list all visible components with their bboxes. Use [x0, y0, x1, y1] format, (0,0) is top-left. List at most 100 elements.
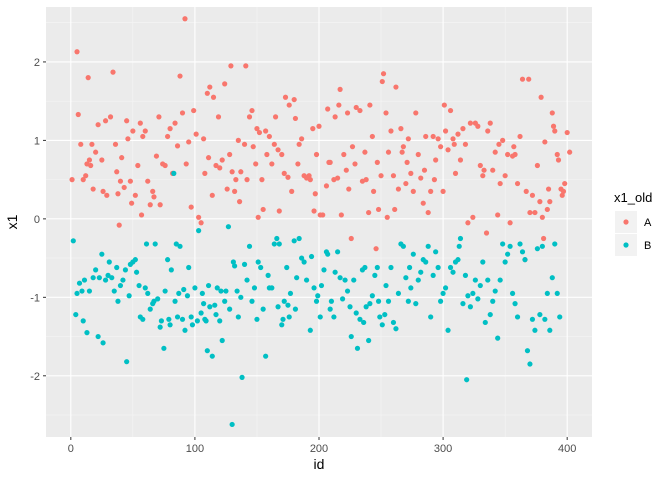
scatter-point-b	[117, 282, 124, 289]
scatter-point-a	[229, 169, 235, 175]
scatter-point-b	[514, 314, 521, 320]
scatter-point-b	[258, 264, 264, 271]
scatter-point-a	[209, 192, 215, 198]
scatter-point-b	[299, 255, 305, 261]
scatter-point-a	[279, 151, 285, 158]
scatter-point-a	[259, 177, 265, 183]
scatter-point-b	[342, 277, 348, 283]
scatter-point-b	[519, 249, 526, 255]
scatter-point-a	[233, 177, 239, 183]
scatter-point-a	[404, 159, 410, 165]
scatter-point-b	[194, 318, 200, 324]
scatter-point-b	[467, 304, 473, 310]
scatter-point-b	[244, 277, 250, 283]
scatter-point-a	[371, 188, 377, 194]
x-tick-label: 400	[558, 443, 576, 455]
scatter-point-b	[372, 272, 378, 278]
scatter-point-a	[497, 180, 503, 187]
scatter-point-a	[399, 149, 405, 155]
scatter-point-b	[275, 304, 281, 310]
data-points	[69, 16, 573, 428]
scatter-point-b	[332, 269, 338, 275]
scatter-point-b	[375, 298, 382, 304]
scatter-point-a	[125, 136, 131, 142]
scatter-point-a	[447, 107, 454, 114]
scatter-point-b	[388, 264, 394, 271]
scatter-point-b	[142, 285, 148, 291]
scatter-point-a	[75, 111, 81, 118]
scatter-point-a	[450, 136, 456, 142]
scatter-point-b	[136, 282, 142, 289]
scatter-point-a	[153, 153, 160, 159]
scatter-point-a	[95, 122, 101, 128]
scatter-point-a	[205, 155, 212, 161]
scatter-point-a	[567, 149, 573, 155]
scatter-point-a	[207, 84, 213, 90]
scatter-point-b	[204, 348, 210, 354]
scatter-point-b	[147, 306, 153, 312]
scatter-point-a	[147, 202, 153, 208]
scatter-point-a	[500, 137, 506, 143]
scatter-point-a	[312, 191, 318, 197]
scatter-point-a	[485, 128, 491, 134]
scatter-point-b	[126, 293, 132, 299]
scatter-point-b	[84, 330, 90, 336]
scatter-point-a	[271, 141, 277, 147]
scatter-point-a	[460, 126, 466, 132]
scatter-point-b	[292, 306, 299, 312]
scatter-point-a	[222, 81, 228, 87]
scatter-point-a	[121, 184, 127, 191]
scatter-point-b	[382, 311, 388, 318]
scatter-point-a	[555, 157, 562, 163]
scatter-point-b	[480, 259, 486, 265]
scatter-point-a	[119, 155, 125, 161]
scatter-point-b	[235, 314, 241, 320]
legend-label-b: B	[644, 240, 651, 252]
scatter-point-a	[232, 188, 238, 194]
scatter-point-a	[423, 133, 429, 140]
scatter-point-a	[107, 114, 114, 120]
scatter-point-a	[373, 246, 379, 252]
scatter-point-a	[174, 143, 181, 149]
scatter-point-b	[363, 304, 369, 310]
scatter-point-a	[390, 173, 397, 179]
scatter-point-b	[357, 316, 363, 322]
scatter-point-b	[182, 327, 188, 333]
scatter-point-b	[109, 275, 115, 281]
scatter-point-b	[418, 269, 424, 275]
scatter-point-b	[318, 282, 325, 289]
scatter-point-b	[219, 337, 225, 344]
scatter-point-a	[210, 94, 217, 100]
scatter-point-a	[405, 136, 411, 142]
legend-swatch-b	[623, 242, 629, 248]
y-tick-label: 2	[34, 57, 40, 69]
scatter-point-b	[472, 277, 478, 283]
scatter-point-b	[249, 298, 255, 304]
scatter-point-b	[428, 314, 434, 320]
scatter-point-b	[276, 241, 282, 247]
scatter-point-a	[325, 106, 331, 112]
scatter-point-a	[316, 123, 322, 129]
scatter-point-b	[328, 298, 335, 304]
scatter-point-b	[351, 277, 357, 283]
scatter-point-b	[161, 345, 167, 351]
scatter-point-a	[100, 188, 106, 194]
scatter-point-a	[517, 133, 523, 140]
scatter-point-a	[165, 133, 171, 140]
scatter-point-b	[177, 243, 183, 249]
scatter-point-b	[465, 293, 471, 299]
scatter-point-a	[244, 177, 250, 183]
scatter-point-a	[102, 118, 109, 124]
scatter-point-a	[104, 192, 110, 198]
scatter-point-b	[230, 259, 236, 265]
scatter-point-b	[133, 269, 140, 275]
scatter-point-a	[490, 167, 496, 173]
scatter-point-a	[138, 212, 145, 218]
scatter-point-b	[524, 348, 531, 354]
scatter-point-b	[485, 277, 491, 283]
scatter-point-a	[541, 235, 547, 242]
scatter-point-a	[88, 162, 94, 169]
scatter-point-a	[433, 157, 439, 163]
scatter-point-a	[272, 114, 279, 120]
scatter-point-a	[196, 214, 202, 220]
